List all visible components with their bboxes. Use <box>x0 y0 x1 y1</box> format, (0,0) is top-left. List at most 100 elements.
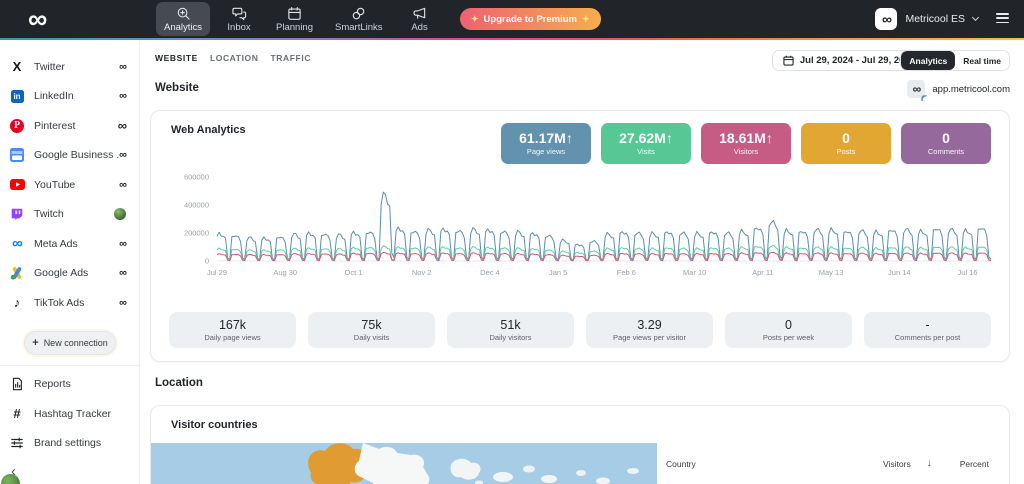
summary-posts-per-week: 0 Posts per week <box>725 312 852 348</box>
sidebar-connection-google-ads[interactable]: Google Ads ∞ <box>0 259 139 289</box>
toggle-analytics[interactable]: Analytics <box>901 51 956 70</box>
chevron-down-icon <box>971 13 980 22</box>
domain-label: app.metricool.com <box>932 83 1010 95</box>
sidebar-connection-twitch[interactable]: Twitch <box>0 200 139 230</box>
connections-list: X Twitter ∞ in LinkedIn ∞ P Pinterest ∞ Google Bu… <box>0 52 139 318</box>
kpi-label: Visitors <box>733 147 759 156</box>
sort-descending-icon[interactable]: ↓ <box>926 458 932 469</box>
kpi-value: 0 <box>842 130 850 146</box>
summary-page-views-per-visitor: 3.29 Page views per visitor <box>586 312 713 348</box>
pinterest-icon: P <box>9 118 25 133</box>
tool-label: Reports <box>34 378 71 391</box>
country-column-header: Country <box>666 458 696 469</box>
svg-text:Dec 4: Dec 4 <box>480 268 500 277</box>
visitors-column-header: Visitors <box>882 458 911 469</box>
sidebar-connection-tiktok-ads[interactable]: ♪ TikTok Ads ∞ <box>0 288 139 318</box>
youtube-icon <box>9 179 25 191</box>
sidebar-item-brand-settings[interactable]: Brand settings <box>0 429 139 459</box>
metricool-infinity-badge: ∞ <box>119 296 127 309</box>
summary-label: Page views per visitor <box>613 333 686 342</box>
sidebar-item-hashtag-tracker[interactable]: # Hashtag Tracker <box>0 399 139 429</box>
tool-label: Brand settings <box>34 437 102 450</box>
toggle-real-time[interactable]: Real time <box>963 55 1001 66</box>
sidebar-connection-twitter[interactable]: X Twitter ∞ <box>0 52 139 82</box>
account-avatar: ∞ <box>875 8 898 30</box>
connections-sidebar: X Twitter ∞ in LinkedIn ∞ P Pinterest ∞ Google Bu… <box>0 40 140 484</box>
google-business-icon <box>9 148 25 163</box>
kpi-value: 18.61M↑ <box>719 130 773 146</box>
plus-icon: + <box>32 336 39 349</box>
kpi-visits[interactable]: 27.62M↑ Visits <box>601 123 691 164</box>
visitor-countries-card: Visitor countries Country Visitors ↓ Per… <box>150 405 1010 484</box>
traffic-line-chart[interactable]: 0 200000 400000 600000 Jul 29 Aug 30 Oct 1 Nov … <box>173 169 999 281</box>
nav-item-inbox[interactable]: Inbox <box>216 2 262 36</box>
summary-value: 3.29 <box>637 318 662 332</box>
ads-megaphone-icon <box>412 6 427 21</box>
meta-infinity-icon: ∞ <box>12 234 23 252</box>
metricool-logo[interactable]: ∞ <box>28 4 47 34</box>
website-section-heading: Website <box>155 82 199 94</box>
sidebar-item-reports[interactable]: Reports <box>0 370 139 400</box>
section-tabs: WEBSITE LOCATION TRAFFIC <box>155 53 311 63</box>
sidebar-connection-linkedin[interactable]: in LinkedIn ∞ <box>0 82 139 112</box>
nav-item-analytics[interactable]: Analytics <box>156 2 211 36</box>
smartlinks-link-icon <box>351 6 366 21</box>
svg-text:0: 0 <box>205 257 209 266</box>
svg-text:400000: 400000 <box>184 201 209 210</box>
connection-label: YouTube <box>34 178 76 191</box>
account-menu[interactable]: ∞ Metricool ES <box>875 0 980 38</box>
svg-text:May 13: May 13 <box>819 268 844 277</box>
sidebar-connection-youtube[interactable]: YouTube ∞ <box>0 170 139 200</box>
connection-label: Pinterest <box>34 119 76 132</box>
kpi-label: Posts <box>836 147 856 156</box>
svg-text:200000: 200000 <box>184 229 209 238</box>
summary-daily-page-views: 167k Daily page views <box>169 312 296 348</box>
svg-text:Jun 14: Jun 14 <box>888 268 911 277</box>
signal-icon <box>921 95 928 102</box>
sidebar-connection-google-business[interactable]: Google Business ... ∞ <box>0 141 139 171</box>
nav-item-ads[interactable]: Ads <box>397 2 443 36</box>
kpi-label: Comments <box>927 147 965 156</box>
sidebar-connection-pinterest[interactable]: P Pinterest ∞ <box>0 111 139 141</box>
new-connection-button[interactable]: + New connection <box>24 330 116 355</box>
world-map[interactable] <box>151 443 657 484</box>
nav-item-smartlinks[interactable]: SmartLinks <box>327 2 391 36</box>
svg-text:Apr 11: Apr 11 <box>752 268 774 277</box>
tab-website[interactable]: WEBSITE <box>155 53 198 63</box>
calendar-icon <box>783 55 794 66</box>
tools-list: Reports # Hashtag Tracker Brand settings <box>0 370 139 459</box>
hamburger-menu-icon[interactable] <box>996 13 1009 24</box>
connection-label: LinkedIn <box>34 90 74 103</box>
twitter-x-icon: X <box>12 59 22 75</box>
collapse-sidebar-chevron[interactable]: ‹ <box>11 463 16 480</box>
summary-value: 167k <box>218 318 247 332</box>
kpi-page-views[interactable]: 61.17M↑ Page views <box>501 123 591 164</box>
tab-traffic[interactable]: TRAFFIC <box>270 53 312 63</box>
top-navbar: ∞ Analytics Inbox Planning SmartLinks Ads ✦ … <box>0 0 1024 38</box>
location-section-heading: Location <box>155 377 203 389</box>
nav-item-label: Planning <box>276 21 313 33</box>
kpi-value: 0 <box>942 130 950 146</box>
nav-item-label: Analytics <box>164 21 203 33</box>
sidebar-connection-meta-ads[interactable]: ∞ Meta Ads ∞ <box>0 229 139 259</box>
web-analytics-title: Web Analytics <box>171 124 246 136</box>
kpi-visitors[interactable]: 18.61M↑ Visitors <box>701 123 791 164</box>
connection-label: Twitter <box>34 60 65 73</box>
metricool-infinity-badge: ∞ <box>119 267 127 280</box>
upgrade-premium-button[interactable]: ✦ Upgrade to Premium ✦ <box>460 8 601 30</box>
analytics-realtime-toggle: Analytics Real time <box>900 50 1010 71</box>
kpi-comments[interactable]: 0 Comments <box>901 123 991 164</box>
nav-item-planning[interactable]: Planning <box>268 2 321 36</box>
date-range-value: Jul 29, 2024 - Jul 29, 2025 <box>799 55 915 66</box>
tab-location[interactable]: LOCATION <box>209 53 259 63</box>
account-name: Metricool ES <box>905 13 965 25</box>
analytics-search-icon <box>176 6 191 21</box>
nav-item-label: Inbox <box>227 21 251 33</box>
summary-label: Daily page views <box>204 333 261 342</box>
metricool-infinity-badge: ∞ <box>119 60 127 73</box>
tiktok-note-icon: ♪ <box>13 295 21 311</box>
kpi-posts[interactable]: 0 Posts <box>801 123 891 164</box>
planning-calendar-icon <box>287 6 302 21</box>
kpi-value: 27.62M↑ <box>619 130 673 146</box>
svg-text:Oct 1: Oct 1 <box>344 268 362 277</box>
